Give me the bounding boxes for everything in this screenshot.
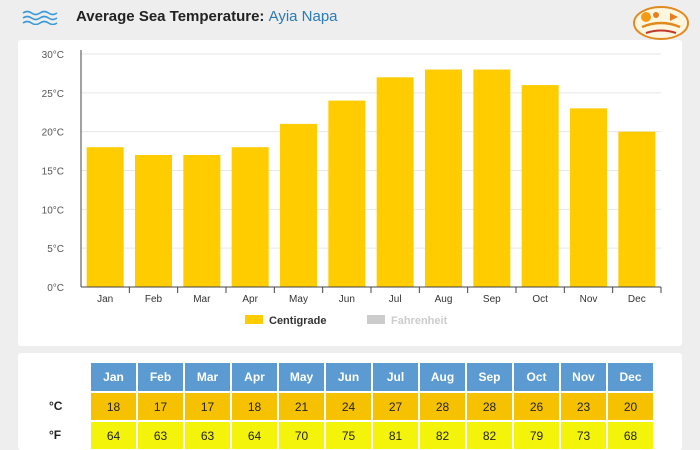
x-tick-label: Oct — [532, 294, 548, 305]
fahrenheit-cell: 64 — [232, 420, 277, 449]
celsius-cell: 23 — [561, 391, 606, 420]
bar[interactable] — [425, 69, 462, 288]
month-header: Jul — [373, 363, 418, 391]
x-tick-label: Sep — [483, 294, 501, 305]
bar[interactable] — [618, 131, 656, 287]
x-tick-label: Feb — [145, 294, 163, 305]
month-header: Mar — [185, 363, 230, 391]
bar[interactable] — [570, 108, 607, 287]
title-text: Average Sea Temperature: — [76, 8, 265, 25]
celsius-cell: 26 — [514, 391, 559, 420]
location-link[interactable]: Ayia Napa — [268, 8, 338, 25]
month-header: Jan — [91, 363, 136, 391]
x-tick-label: Mar — [193, 294, 211, 305]
x-tick-label: Apr — [242, 294, 258, 305]
temperature-table: Jan Feb Mar Apr May Jun Jul Aug Sep Oct Nov Dec °C … — [45, 363, 655, 449]
table-corner — [47, 363, 89, 391]
celsius-row-label: °C — [49, 398, 63, 413]
month-header: Sep — [467, 363, 512, 391]
month-header: Jun — [326, 363, 371, 391]
table-card: Jan Feb Mar Apr May Jun Jul Aug Sep Oct Nov Dec °C … — [18, 353, 682, 450]
bar[interactable] — [376, 77, 414, 287]
y-tick-label: 20°C — [42, 128, 64, 139]
y-tick-label: 0°C — [47, 283, 64, 294]
bar[interactable] — [328, 100, 366, 287]
x-tick-label: Jan — [97, 294, 113, 305]
y-tick-label: 25°C — [42, 89, 64, 100]
bar[interactable] — [231, 147, 269, 287]
bar[interactable] — [280, 123, 317, 288]
celsius-cell: 28 — [467, 391, 512, 420]
y-tick-label: 30°C — [42, 50, 64, 61]
x-tick-label: May — [289, 294, 308, 305]
month-header: Aug — [420, 363, 465, 391]
month-header: Dec — [608, 363, 653, 391]
fahrenheit-cell: 81 — [373, 420, 418, 449]
celsius-cell: 28 — [420, 391, 465, 420]
y-tick-label: 15°C — [42, 167, 64, 178]
x-tick-label: Jun — [339, 294, 355, 305]
month-header: Feb — [138, 363, 183, 391]
bar[interactable] — [86, 147, 124, 287]
x-tick-label: Dec — [628, 294, 646, 305]
celsius-cell: 24 — [326, 391, 371, 420]
celsius-cell: 18 — [91, 391, 136, 420]
fahrenheit-cell: 63 — [138, 420, 183, 449]
legend-label-fahrenheit[interactable]: Fahrenheit — [391, 315, 448, 327]
fahrenheit-cell: 70 — [279, 420, 324, 449]
fahrenheit-cell: 82 — [467, 420, 512, 449]
x-tick-label: Aug — [435, 294, 453, 305]
y-tick-label: 10°C — [42, 205, 64, 216]
month-header: Apr — [232, 363, 277, 391]
bar[interactable] — [135, 154, 172, 287]
page-header: Average Sea Temperature: Ayia Napa — [0, 0, 700, 40]
bar[interactable] — [521, 85, 559, 287]
celsius-cell: 27 — [373, 391, 418, 420]
fahrenheit-row-label: °F — [49, 427, 62, 442]
bar[interactable] — [473, 69, 511, 288]
fahrenheit-cell: 75 — [326, 420, 371, 449]
month-header: Oct — [514, 363, 559, 391]
celsius-cell: 17 — [185, 391, 230, 420]
fahrenheit-cell: 79 — [514, 420, 559, 449]
fahrenheit-cell: 68 — [608, 420, 653, 449]
y-tick-label: 5°C — [47, 244, 64, 255]
fahrenheit-cell: 63 — [185, 420, 230, 449]
x-tick-label: Nov — [580, 294, 598, 305]
celsius-cell: 20 — [608, 391, 653, 420]
site-logo-icon[interactable] — [632, 3, 690, 41]
fahrenheit-cell: 73 — [561, 420, 606, 449]
celsius-cell: 18 — [232, 391, 277, 420]
celsius-cell: 21 — [279, 391, 324, 420]
celsius-cell: 17 — [138, 391, 183, 420]
fahrenheit-cell: 64 — [91, 420, 136, 449]
month-header: May — [279, 363, 324, 391]
bar[interactable] — [183, 154, 221, 287]
sea-temperature-chart: 0°C 5°C 10°C 15°C 20°C 25°C 30°C Jan Feb Mar Apr Ma… — [42, 50, 662, 327]
x-tick-label: Jul — [389, 294, 402, 305]
chart-card: 0°C 5°C 10°C 15°C 20°C 25°C 30°C Jan Feb Mar Apr Ma… — [18, 40, 682, 346]
legend-swatch-centigrade[interactable] — [245, 315, 263, 324]
page-title: Average Sea Temperature: Ayia Napa — [76, 8, 338, 25]
month-header: Nov — [561, 363, 606, 391]
legend-label-centigrade[interactable]: Centigrade — [269, 315, 326, 327]
fahrenheit-cell: 82 — [420, 420, 465, 449]
wave-icon — [22, 10, 58, 25]
legend-swatch-fahrenheit[interactable] — [367, 315, 385, 324]
